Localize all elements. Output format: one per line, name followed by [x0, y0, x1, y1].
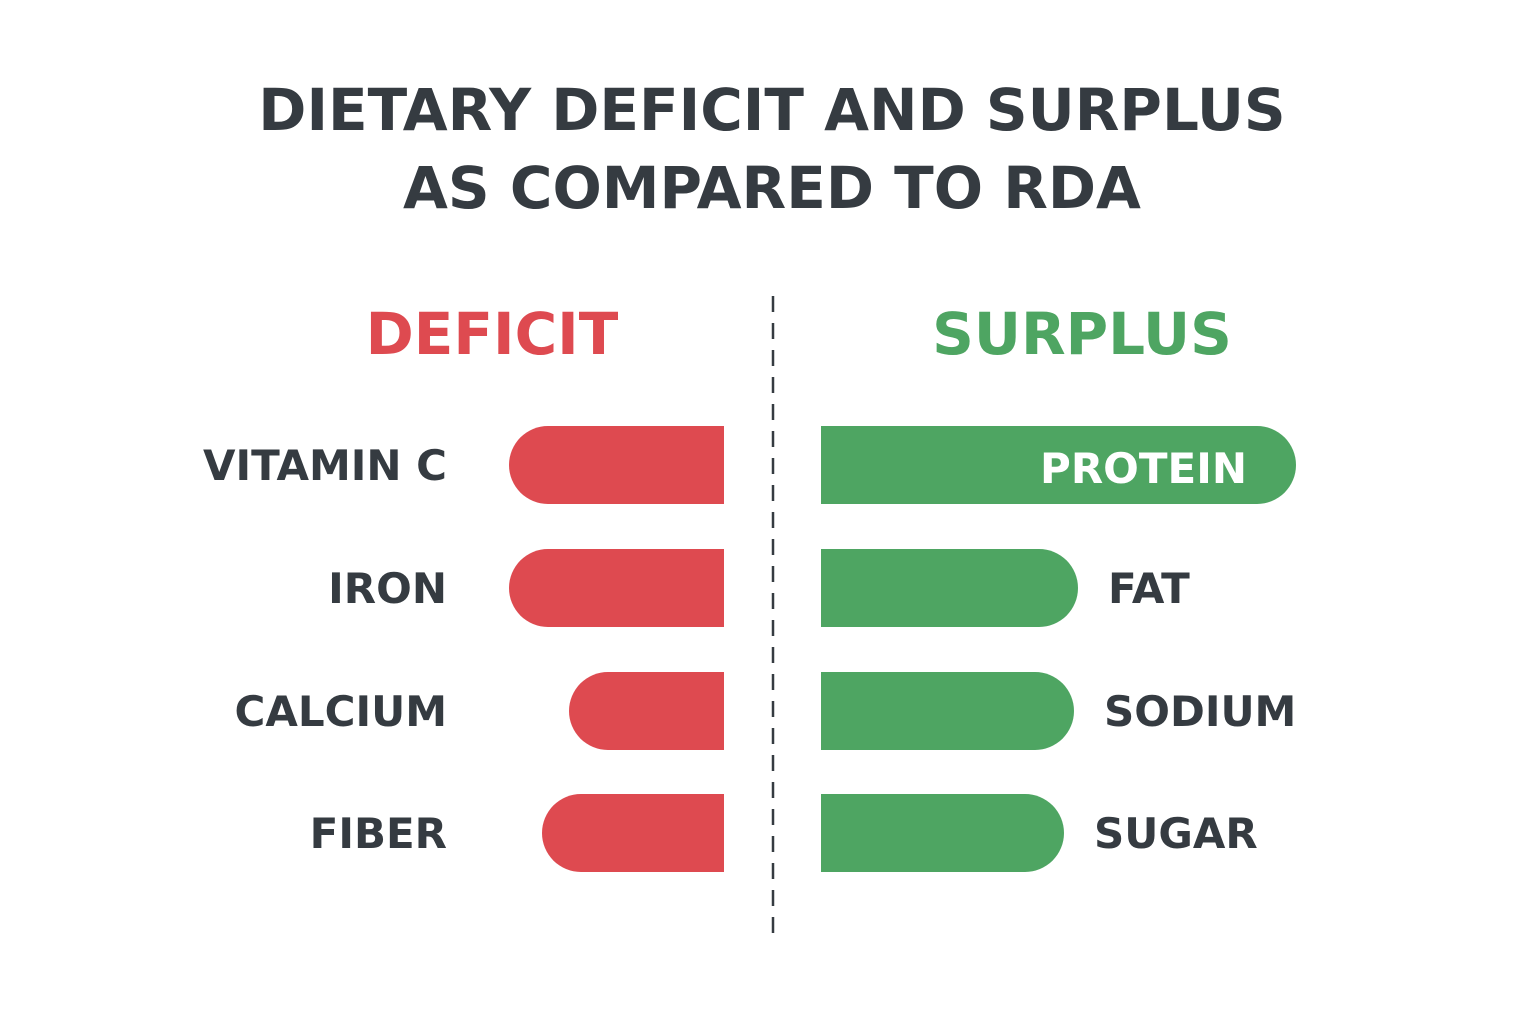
chart-title-line-2: AS COMPARED TO RDA [403, 154, 1141, 222]
surplus-bar [821, 794, 1064, 872]
deficit-category-label: VITAMIN C [203, 441, 447, 490]
surplus-category-label: FAT [1108, 564, 1190, 613]
surplus-bar [821, 672, 1074, 750]
bars-layer: VITAMIN C IRON CALCIUM FIBER PROTEIN FAT SODIU… [203, 426, 1296, 872]
surplus-category-label: SUGAR [1094, 809, 1258, 858]
deficit-bar [509, 426, 724, 504]
deficit-category-label: CALCIUM [235, 687, 447, 736]
deficit-bar [509, 549, 724, 627]
surplus-bar [821, 426, 1296, 504]
surplus-header: SURPLUS [932, 300, 1232, 368]
deficit-bar [569, 672, 724, 750]
deficit-bar [542, 794, 724, 872]
deficit-header: DEFICIT [366, 300, 619, 368]
surplus-category-label: PROTEIN [1040, 444, 1247, 493]
chart-title-line-1: DIETARY DEFICIT AND SURPLUS [258, 76, 1285, 144]
surplus-category-label: SODIUM [1104, 687, 1296, 736]
deficit-category-label: FIBER [310, 809, 447, 858]
deficit-category-label: IRON [328, 564, 447, 613]
surplus-bar [821, 549, 1078, 627]
